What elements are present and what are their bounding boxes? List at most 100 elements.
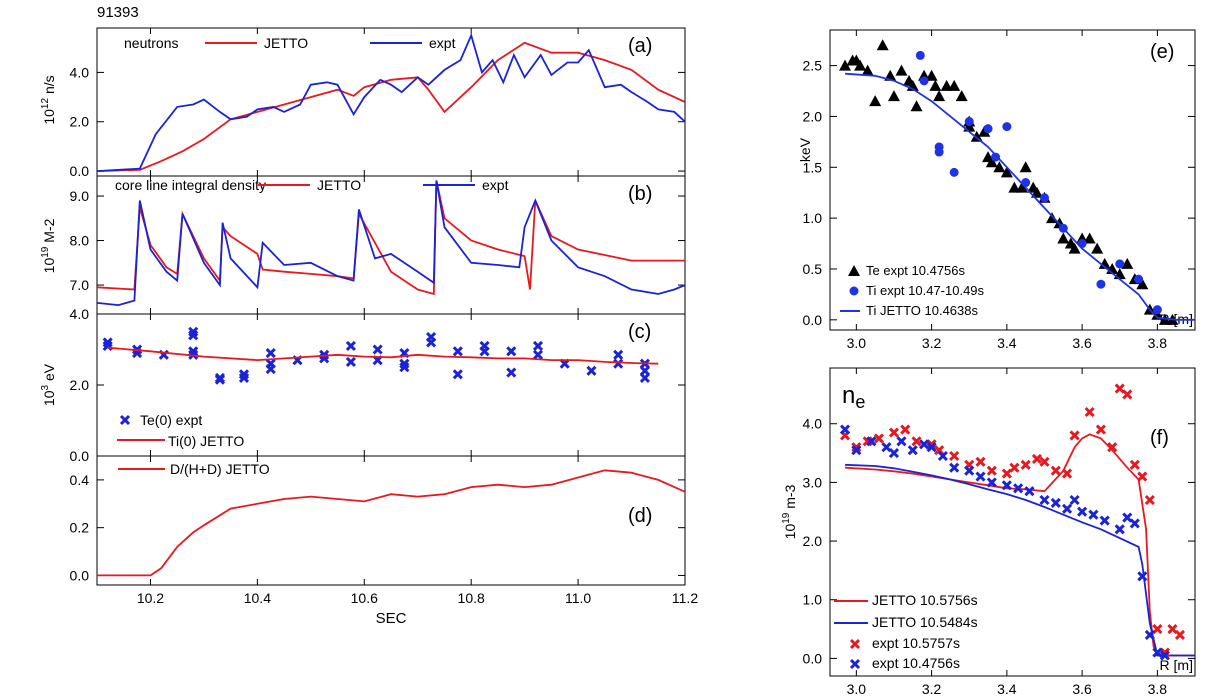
x-tick-label: 3.6	[1072, 335, 1092, 351]
data-point	[1115, 259, 1125, 269]
y-tick-label: 2.5	[803, 58, 823, 74]
legend-label: expt 10.4756s	[872, 655, 960, 671]
legend: Te expt 10.4756s Ti expt 10.47-10.49s Ti J…	[840, 263, 985, 318]
data-point	[1144, 494, 1155, 506]
data-point	[1002, 122, 1012, 132]
legend-title: core line integral density	[115, 177, 266, 193]
data-point	[915, 50, 925, 60]
data-point	[985, 156, 998, 168]
data-point	[1134, 274, 1144, 284]
y-tick-label: 0.0	[70, 567, 90, 583]
data-point	[949, 450, 960, 462]
y-tick-label: 7.0	[70, 277, 90, 293]
data-point	[1001, 468, 1012, 479]
legend-label: expt	[429, 35, 456, 51]
plot-area	[97, 469, 685, 577]
plot-frame	[829, 367, 1196, 677]
data-point	[854, 59, 867, 71]
data-point	[1021, 178, 1031, 188]
data-point	[949, 462, 960, 473]
data-point	[949, 167, 959, 177]
x-tick-label: 10.2	[137, 590, 164, 606]
series-line	[845, 433, 1195, 657]
data-point	[1068, 242, 1081, 254]
data-point	[1152, 305, 1162, 315]
x-tick-label: 3.4	[997, 681, 1017, 697]
data-point	[975, 471, 986, 482]
panel-label: (b)	[628, 183, 652, 205]
data-point	[1152, 624, 1163, 635]
data-point	[238, 372, 250, 383]
data-point	[1114, 524, 1125, 535]
data-point	[851, 442, 862, 453]
x-tick-label: 3.8	[1148, 335, 1168, 351]
plot-frame	[96, 175, 686, 315]
data-point	[479, 346, 490, 357]
legend: core line integral density JETTO expt	[115, 177, 509, 193]
data-point	[506, 367, 517, 378]
data-point	[964, 117, 974, 127]
data-point	[559, 358, 570, 369]
data-point	[265, 363, 276, 375]
y-tick-label: 4.0	[803, 416, 823, 432]
plot-frame	[829, 29, 1196, 331]
series-line	[107, 346, 659, 365]
y-tick-label: 2.0	[803, 108, 823, 124]
x-tick-label: 3.4	[997, 335, 1017, 351]
data-point	[876, 39, 889, 51]
y-tick-label: 0.0	[803, 312, 823, 328]
data-point	[964, 465, 975, 476]
data-point	[1174, 629, 1186, 640]
data-point	[399, 362, 410, 373]
y-tick-label: 0.2	[70, 520, 90, 536]
data-point	[1137, 471, 1148, 482]
panel-a: 0.0 2.0 4.0 1012 n/s (a) neutrons JETTO expt	[40, 27, 686, 179]
data-point	[1137, 571, 1148, 582]
data-point	[639, 372, 650, 383]
data-point	[861, 64, 874, 76]
legend-swatch	[849, 638, 861, 650]
data-point	[372, 344, 383, 355]
plot-area	[97, 180, 685, 307]
y-axis-label: keV	[797, 137, 813, 162]
data-point	[1077, 239, 1087, 249]
data-point	[1009, 462, 1020, 473]
y-tick-label: 9.0	[70, 188, 90, 204]
y-tick-label: 2.0	[70, 377, 90, 393]
series-line	[97, 469, 685, 577]
data-point	[983, 124, 993, 134]
panel-b: 7.0 8.0 9.0 1019 M-2 (b) core line integral d…	[40, 175, 686, 315]
x-tick-label: 10.8	[458, 590, 485, 606]
data-point	[933, 90, 946, 102]
series-line	[97, 32, 685, 172]
data-point	[613, 358, 624, 369]
data-point	[1151, 308, 1164, 320]
x-tick-label: 3.8	[1148, 681, 1168, 697]
data-point	[937, 450, 948, 462]
panel-label: (c)	[628, 321, 651, 343]
data-point	[1039, 193, 1049, 203]
data-point	[214, 374, 226, 385]
data-point	[1050, 497, 1061, 508]
plot-frame	[96, 455, 686, 586]
data-point	[896, 436, 907, 447]
data-point	[926, 442, 937, 453]
data-point	[926, 439, 937, 450]
y-tick-label: 3.0	[803, 474, 823, 490]
panel-c: 0.0 2.0 4.0 103 eV (c) Te(0) expt Ti(0) JETTO	[40, 306, 686, 464]
legend-title: neutrons	[124, 35, 178, 51]
plot-area	[839, 383, 1195, 670]
data-point	[986, 477, 997, 488]
data-point	[934, 147, 944, 157]
panel-label: (f)	[1150, 427, 1169, 449]
panel-label: (d)	[628, 505, 652, 527]
data-point	[452, 369, 463, 380]
y-tick-label: 0.5	[803, 261, 823, 277]
series-line	[845, 72, 1195, 321]
data-point	[1159, 647, 1170, 658]
series-line	[97, 180, 685, 307]
series-line	[97, 180, 685, 296]
y-tick-label: 1.0	[803, 210, 823, 226]
series-line	[97, 41, 685, 172]
